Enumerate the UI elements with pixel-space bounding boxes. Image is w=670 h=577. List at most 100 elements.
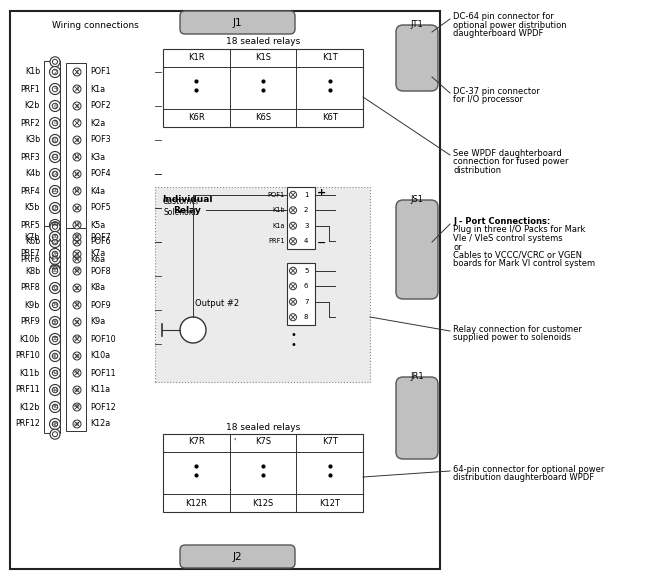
Text: POF1: POF1	[90, 68, 111, 77]
Text: or: or	[453, 242, 462, 252]
FancyBboxPatch shape	[396, 25, 438, 91]
Text: POF11: POF11	[90, 369, 116, 377]
Circle shape	[50, 384, 60, 395]
Circle shape	[50, 219, 60, 230]
Circle shape	[52, 285, 58, 291]
Bar	[66, 228, 86, 431]
Circle shape	[50, 222, 60, 232]
Circle shape	[73, 238, 81, 246]
Text: POF2: POF2	[90, 102, 111, 111]
Circle shape	[52, 59, 58, 64]
Circle shape	[50, 317, 60, 328]
Text: POF9: POF9	[90, 301, 111, 309]
Text: 35: 35	[74, 320, 80, 324]
Text: 33: 33	[74, 302, 80, 308]
Circle shape	[50, 152, 60, 163]
Text: DC-64 pin connector for: DC-64 pin connector for	[453, 12, 554, 21]
Text: 24: 24	[52, 257, 58, 261]
Text: 7: 7	[304, 299, 308, 305]
Circle shape	[52, 421, 58, 427]
Circle shape	[50, 185, 60, 197]
Text: POF8: POF8	[90, 267, 111, 275]
Text: K12S: K12S	[253, 499, 273, 508]
Text: 11: 11	[74, 155, 80, 159]
Text: K1a: K1a	[273, 223, 285, 228]
Text: 21: 21	[74, 239, 80, 245]
Text: 36: 36	[52, 320, 58, 324]
Text: PRF5: PRF5	[20, 220, 40, 230]
Circle shape	[50, 203, 60, 213]
Circle shape	[50, 84, 60, 95]
Text: PRF8: PRF8	[20, 283, 40, 293]
Text: 3: 3	[75, 87, 78, 92]
Circle shape	[52, 256, 58, 262]
Circle shape	[52, 154, 58, 160]
Text: K6b: K6b	[25, 238, 40, 246]
Circle shape	[52, 336, 58, 342]
Text: J - Port Connections:: J - Port Connections:	[453, 217, 550, 226]
Text: 30: 30	[52, 268, 58, 273]
Circle shape	[50, 350, 60, 362]
Circle shape	[52, 353, 58, 359]
Circle shape	[52, 319, 58, 325]
Text: 47: 47	[74, 422, 80, 426]
Circle shape	[50, 231, 60, 242]
Text: 19: 19	[74, 223, 80, 227]
Text: VIe / VIeS control systems: VIe / VIeS control systems	[453, 234, 563, 243]
Bar	[44, 226, 60, 433]
Circle shape	[52, 103, 58, 108]
Text: PRF9: PRF9	[20, 317, 40, 327]
Circle shape	[50, 368, 60, 379]
Circle shape	[50, 134, 60, 145]
Circle shape	[50, 118, 60, 129]
Text: K2a: K2a	[90, 118, 105, 128]
Circle shape	[50, 265, 60, 276]
Text: K12T: K12T	[319, 499, 340, 508]
Text: 4: 4	[304, 238, 308, 244]
Circle shape	[73, 267, 81, 275]
Circle shape	[52, 224, 58, 229]
Circle shape	[73, 221, 81, 229]
Circle shape	[73, 420, 81, 428]
Text: 6: 6	[53, 103, 57, 108]
Text: K6T: K6T	[322, 114, 338, 122]
Text: 31: 31	[74, 286, 80, 290]
Text: 1: 1	[75, 69, 78, 74]
Text: 32: 32	[52, 286, 58, 290]
Circle shape	[73, 68, 81, 76]
FancyBboxPatch shape	[180, 11, 295, 34]
Circle shape	[52, 69, 58, 75]
Text: K12b: K12b	[19, 403, 40, 411]
Text: 8: 8	[304, 314, 308, 320]
Circle shape	[52, 86, 58, 92]
Circle shape	[50, 402, 60, 413]
Circle shape	[73, 403, 81, 411]
Text: 12: 12	[52, 155, 58, 159]
Text: K1T: K1T	[322, 53, 338, 62]
Text: POF4: POF4	[90, 170, 111, 178]
Circle shape	[52, 268, 58, 273]
Text: 39: 39	[74, 354, 80, 358]
Text: K12a: K12a	[90, 419, 111, 429]
Circle shape	[73, 102, 81, 110]
Text: 43: 43	[74, 388, 80, 392]
Text: 38: 38	[52, 336, 58, 342]
Circle shape	[52, 387, 58, 393]
Circle shape	[289, 191, 297, 198]
Text: K7a: K7a	[90, 249, 105, 258]
Text: 27: 27	[74, 252, 80, 257]
Text: 23: 23	[74, 257, 80, 261]
Text: POF7: POF7	[90, 233, 111, 242]
Text: Customer
Solenoid: Customer Solenoid	[163, 197, 200, 217]
Text: 16: 16	[52, 189, 58, 193]
Circle shape	[50, 283, 60, 294]
Bar	[163, 49, 363, 127]
Text: K9a: K9a	[90, 317, 105, 327]
Text: K11a: K11a	[90, 385, 110, 395]
Text: +: +	[317, 188, 326, 198]
Text: 40: 40	[52, 354, 58, 358]
Text: JS1: JS1	[411, 195, 423, 204]
Text: Individual: Individual	[161, 195, 212, 204]
Circle shape	[73, 301, 81, 309]
Text: connection for fused power: connection for fused power	[453, 158, 569, 167]
